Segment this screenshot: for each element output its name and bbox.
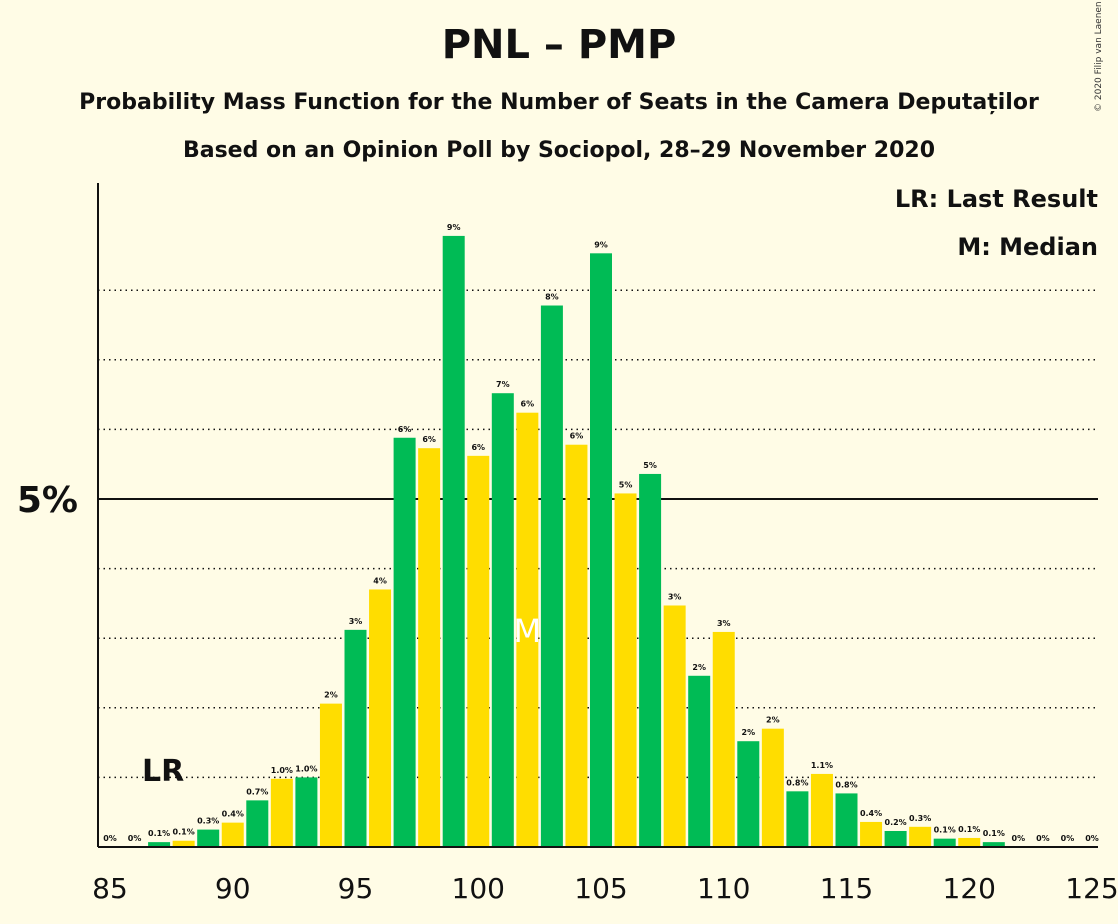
bar-label-120: 0.1% (958, 825, 980, 834)
bar-label-103: 8% (545, 293, 559, 302)
bar-label-122: 0% (1012, 834, 1026, 843)
bar-label-114: 1.1% (811, 761, 833, 770)
bar-label-88: 0.1% (173, 828, 195, 837)
bar-label-95: 3% (349, 617, 363, 626)
bar-label-97: 6% (398, 425, 412, 434)
bar-seat-94 (319, 703, 342, 847)
bar-seat-87 (148, 842, 171, 847)
x-tick-label-110: 110 (697, 872, 750, 905)
bar-label-117: 0.2% (885, 818, 907, 827)
bar-label-106: 5% (619, 480, 633, 489)
bar-label-116: 0.4% (860, 809, 882, 818)
bar-seat-100 (467, 455, 490, 847)
x-tick-label-125: 125 (1065, 872, 1118, 905)
bar-seat-90 (221, 822, 244, 847)
bar-seat-88 (172, 840, 195, 847)
bar-label-125: 0% (1085, 834, 1099, 843)
bar-label-109: 2% (692, 663, 706, 672)
x-tick-label-100: 100 (452, 872, 505, 905)
bar-seat-92 (270, 778, 293, 847)
bar-seat-112 (761, 728, 784, 847)
bar-seat-110 (712, 631, 735, 847)
legend-last-result: LR: Last Result (894, 185, 1098, 213)
bar-seat-117 (884, 830, 907, 847)
bar-seat-120 (958, 837, 981, 847)
bar-label-92: 1.0% (271, 766, 293, 775)
median-marker: M (514, 612, 542, 650)
bar-label-85: 0% (103, 834, 117, 843)
bar-seat-101 (491, 393, 514, 847)
bar-label-87: 0.1% (148, 829, 170, 838)
y-tick-label: 5% (17, 480, 78, 521)
bar-seat-114 (810, 773, 833, 847)
bar-seat-106 (614, 493, 637, 847)
bar-label-86: 0% (128, 834, 142, 843)
bar-seat-109 (688, 675, 711, 847)
bar-label-115: 0.8% (835, 780, 857, 789)
bar-seat-111 (737, 741, 760, 847)
bar-label-119: 0.1% (934, 826, 956, 835)
bar-seat-89 (197, 829, 220, 847)
last-result-marker: LR (142, 754, 184, 789)
bar-seat-116 (860, 821, 883, 847)
bar-seat-104 (565, 444, 588, 847)
bar-label-96: 4% (373, 576, 387, 585)
bar-seat-108 (663, 605, 686, 847)
bar-label-123: 0% (1036, 834, 1050, 843)
x-tick-label-120: 120 (943, 872, 996, 905)
chart-title: PNL – PMP (441, 22, 677, 68)
bar-label-101: 7% (496, 380, 510, 389)
bar-label-113: 0.8% (786, 778, 808, 787)
bar-seat-93 (295, 777, 318, 847)
bar-seat-96 (369, 589, 392, 847)
bar-label-105: 9% (594, 240, 608, 249)
bar-label-104: 6% (570, 432, 584, 441)
bar-label-121: 0.1% (983, 829, 1005, 838)
legend-median: M: Median (957, 233, 1098, 261)
x-tick-label-85: 85 (92, 872, 128, 905)
bar-label-118: 0.3% (909, 814, 931, 823)
x-tick-label-95: 95 (338, 872, 374, 905)
bar-seat-95 (344, 629, 367, 847)
bar-label-98: 6% (422, 435, 436, 444)
bar-seat-121 (982, 842, 1005, 847)
bar-seat-113 (786, 791, 809, 847)
bar-seat-115 (835, 793, 858, 847)
bar-label-94: 2% (324, 691, 338, 700)
bar-label-93: 1.0% (295, 764, 317, 773)
bar-label-111: 2% (742, 728, 756, 737)
bar-label-107: 5% (643, 461, 657, 470)
bar-seat-119 (933, 838, 956, 847)
bar-label-124: 0% (1061, 834, 1075, 843)
bar-label-108: 3% (668, 592, 682, 601)
bar-seat-98 (418, 448, 441, 847)
chart-subtitle: Probability Mass Function for the Number… (79, 90, 1039, 115)
bar-seat-91 (246, 800, 269, 847)
bar-label-110: 3% (717, 619, 731, 628)
bar-seat-97 (393, 437, 416, 847)
chart-subtitle-poll: Based on an Opinion Poll by Sociopol, 28… (182, 138, 936, 163)
axes (97, 183, 1098, 848)
x-tick-label-90: 90 (215, 872, 251, 905)
bar-label-102: 6% (521, 400, 535, 409)
bar-label-91: 0.7% (246, 787, 268, 796)
x-tick-label-105: 105 (574, 872, 627, 905)
bar-label-100: 6% (471, 443, 485, 452)
bars (148, 235, 1005, 848)
bar-seat-103 (540, 305, 563, 848)
bar-seat-107 (639, 473, 662, 847)
bar-label-89: 0.3% (197, 817, 219, 826)
bar-seat-99 (442, 235, 465, 848)
bar-label-90: 0.4% (222, 810, 244, 819)
x-tick-label-115: 115 (820, 872, 873, 905)
bar-seat-118 (909, 826, 932, 847)
bar-seat-102 (516, 412, 539, 847)
bar-label-112: 2% (766, 716, 780, 725)
labels: 0% 0%0.1% 0.1%0.3%0.4%0.7%1.0% 1.0%2%3%4%6%… (17, 223, 1118, 905)
bar-label-99: 9% (447, 223, 461, 232)
bar-seat-105 (590, 253, 612, 847)
